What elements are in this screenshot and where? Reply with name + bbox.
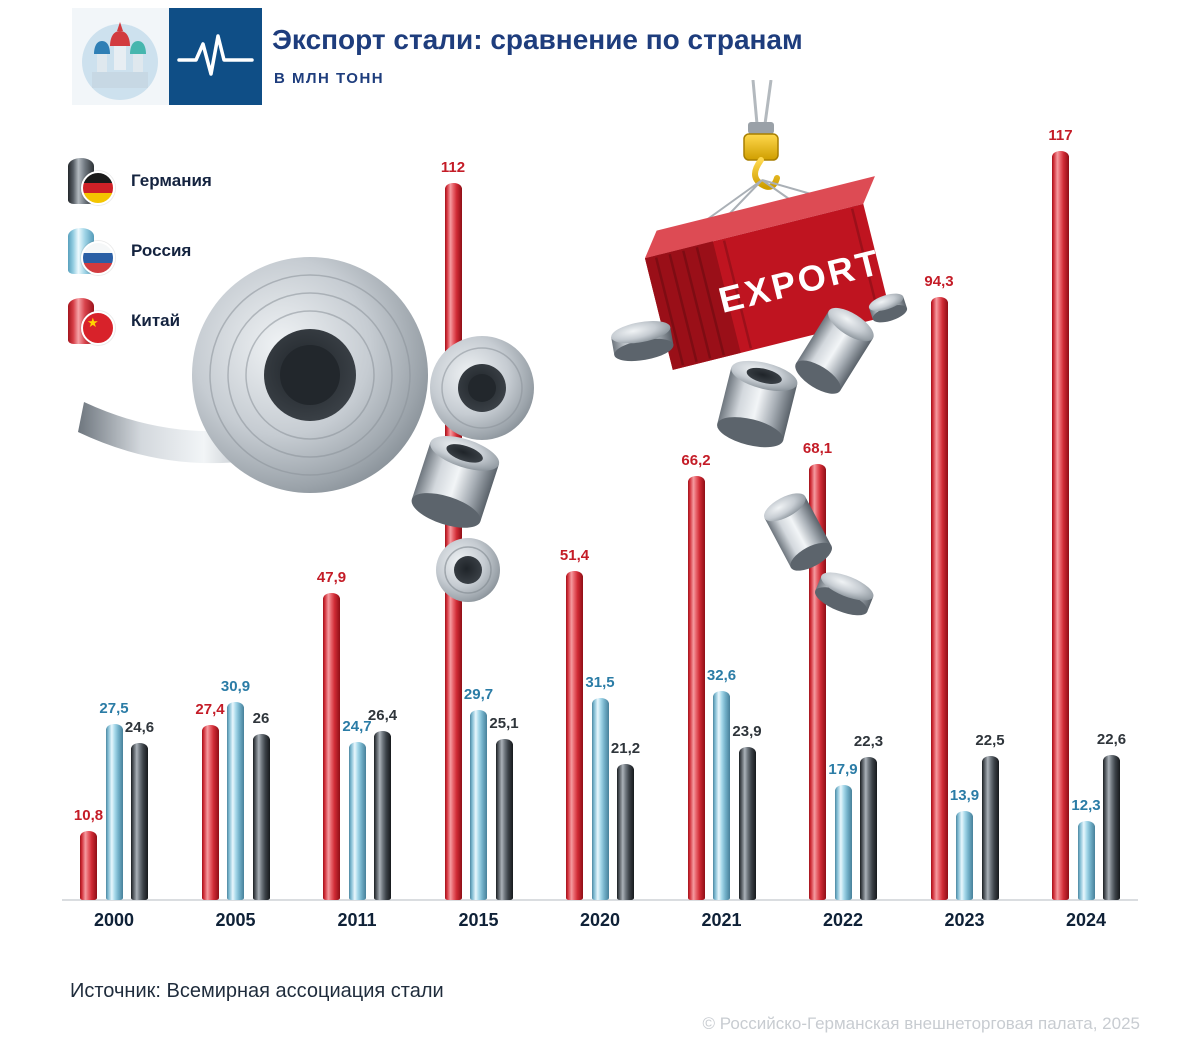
bar-value-russia-2022: 17,9 bbox=[828, 761, 858, 779]
bar-china-2021 bbox=[687, 476, 705, 900]
bar-china-2011 bbox=[323, 593, 340, 900]
bar-value-germany-2015: 25,1 bbox=[489, 715, 519, 733]
legend-label-china: Китай bbox=[131, 311, 181, 330]
bar-china-2022 bbox=[809, 464, 826, 900]
bar-value-china-2021: 66,2 bbox=[681, 452, 711, 470]
bar-russia-2023 bbox=[956, 811, 973, 900]
bar-value-russia-2015: 29,7 bbox=[463, 685, 494, 703]
bar-chart: 10,8 27,5 24,6 27,4 30,9 26 47,9 24,7 26,4 112 29,… bbox=[73, 127, 1127, 900]
bar-russia-2000 bbox=[105, 724, 123, 900]
bar-value-china-2024: 117 bbox=[1048, 127, 1073, 145]
bar-germany-2015 bbox=[495, 739, 513, 900]
year-label-2005: 2005 bbox=[215, 910, 256, 930]
bar-germany-2022 bbox=[860, 757, 877, 900]
legend-label-russia: Россия bbox=[131, 241, 192, 260]
year-label-2015: 2015 bbox=[458, 910, 499, 930]
russia-flag-icon bbox=[81, 241, 115, 275]
year-label-2023: 2023 bbox=[944, 910, 985, 930]
legend-item-russia: Россия bbox=[68, 228, 191, 275]
bar-germany-2021 bbox=[738, 747, 756, 900]
page-subtitle: В МЛН ТОНН bbox=[274, 70, 385, 87]
bar-value-russia-2000: 27,5 bbox=[99, 700, 129, 717]
copyright-note: © Российско-Германская внешнеторговая па… bbox=[702, 1014, 1140, 1033]
bar-value-china-2000: 10,8 bbox=[73, 806, 104, 824]
bar-russia-2005 bbox=[227, 702, 244, 900]
bar-russia-2022 bbox=[834, 785, 852, 900]
year-label-2021: 2021 bbox=[701, 910, 742, 930]
bar-germany-2020 bbox=[617, 764, 634, 900]
bar-russia-2024 bbox=[1077, 821, 1095, 900]
bar-value-russia-2005: 30,9 bbox=[220, 678, 251, 696]
bar-china-2000 bbox=[80, 830, 97, 900]
bar-value-russia-2023: 13,9 bbox=[949, 787, 980, 804]
bar-value-china-2023: 94,3 bbox=[924, 272, 954, 290]
bar-germany-2011 bbox=[374, 731, 391, 900]
year-label-2000: 2000 bbox=[93, 910, 135, 930]
bar-value-china-2020: 51,4 bbox=[559, 547, 590, 564]
year-label-2020: 2020 bbox=[579, 910, 621, 930]
bar-value-germany-2022: 22,3 bbox=[853, 733, 884, 751]
bar-value-china-2015: 112 bbox=[440, 159, 466, 177]
germany-flag-icon bbox=[81, 171, 115, 205]
year-label-2011: 2011 bbox=[337, 910, 377, 930]
legend-item-germany: Германия bbox=[68, 158, 212, 205]
bar-value-germany-2024: 22,6 bbox=[1096, 731, 1127, 749]
bar-value-germany-2021: 23,9 bbox=[732, 723, 762, 740]
bar-value-russia-2021: 32,6 bbox=[706, 667, 737, 685]
bar-russia-2020 bbox=[591, 698, 609, 900]
bar-china-2015 bbox=[444, 183, 462, 900]
bar-china-2023 bbox=[930, 296, 948, 900]
bar-china-2024 bbox=[1052, 151, 1069, 900]
bar-value-china-2022: 68,1 bbox=[802, 440, 833, 458]
bar-value-germany-2023: 22,5 bbox=[975, 732, 1005, 749]
page-title: Экспорт стали: сравнение по странам bbox=[272, 24, 803, 55]
pulse-line-icon bbox=[177, 34, 254, 76]
bar-value-china-2011: 47,9 bbox=[316, 569, 347, 587]
bar-germany-2023 bbox=[981, 756, 999, 900]
bar-value-russia-2011: 24,7 bbox=[342, 717, 372, 735]
bar-value-russia-2020: 31,5 bbox=[585, 674, 615, 692]
bar-value-germany-2000: 24,6 bbox=[124, 718, 155, 736]
legend-label-germany: Германия bbox=[131, 171, 212, 190]
bar-russia-2011 bbox=[348, 741, 366, 900]
bar-germany-2005 bbox=[252, 733, 270, 900]
china-flag-icon bbox=[81, 311, 115, 345]
bar-germany-2000 bbox=[131, 742, 148, 900]
bar-russia-2021 bbox=[713, 691, 730, 900]
bar-germany-2024 bbox=[1103, 755, 1120, 900]
year-label-2022: 2022 bbox=[822, 910, 864, 930]
bar-value-germany-2020: 21,2 bbox=[610, 740, 641, 758]
logo-image bbox=[72, 8, 262, 105]
year-label-2024: 2024 bbox=[1065, 910, 1107, 930]
source-note: Источник: Всемирная ассоциация стали bbox=[70, 980, 444, 1002]
bar-china-2020 bbox=[566, 571, 583, 900]
bar-value-germany-2005: 26 bbox=[252, 709, 270, 727]
legend-item-china: Китай bbox=[68, 298, 180, 345]
x-axis-line bbox=[62, 899, 1138, 901]
bar-russia-2015 bbox=[470, 709, 487, 900]
bar-value-germany-2011: 26,4 bbox=[367, 707, 398, 724]
bar-value-china-2005: 27,4 bbox=[195, 700, 225, 718]
x-axis-labels: 2000 2005 2011 2015 2020 2021 2022 2023 2024 bbox=[0, 910, 1200, 940]
bar-china-2005 bbox=[201, 724, 219, 900]
logo bbox=[72, 8, 262, 105]
bar-value-russia-2024: 12,3 bbox=[1071, 797, 1101, 815]
